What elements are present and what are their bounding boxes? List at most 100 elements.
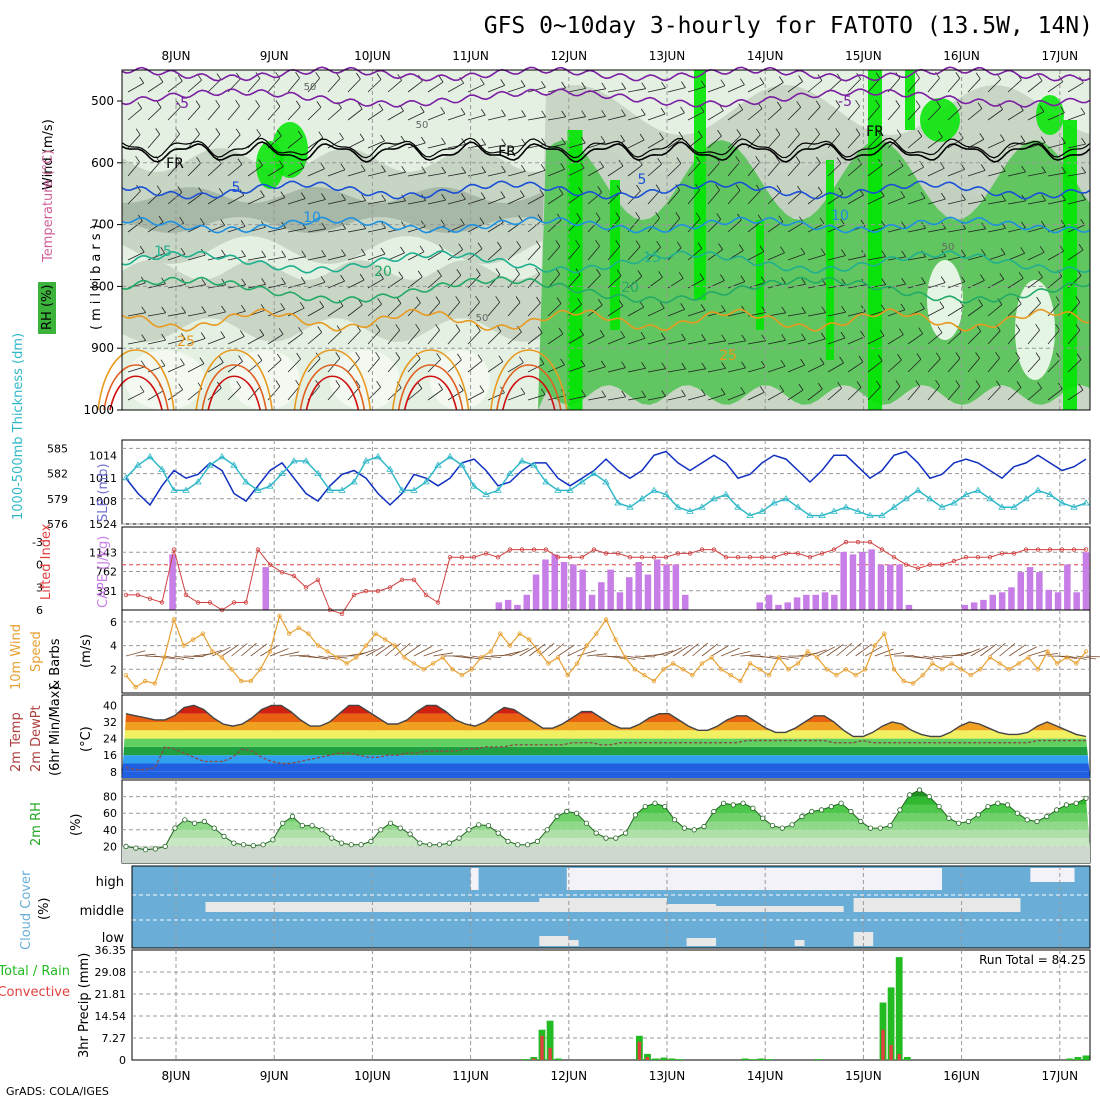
rh2m-marker xyxy=(779,825,785,831)
wind-barb-flag xyxy=(696,156,701,164)
wind-barb-flag xyxy=(139,245,145,253)
wind-marker xyxy=(776,655,781,660)
cape-bar xyxy=(542,559,549,610)
wind-barb-flag xyxy=(456,269,462,276)
wind-marker xyxy=(229,667,234,672)
surface-barb xyxy=(807,649,827,657)
wind-barb xyxy=(807,162,821,177)
wind-barb xyxy=(707,340,726,345)
wind-barb-flag xyxy=(1061,166,1067,174)
wind-barb xyxy=(987,304,1003,317)
wind-barb xyxy=(647,338,666,345)
surface-isotherm-loop xyxy=(201,364,267,411)
thickness-marker xyxy=(1058,499,1066,506)
wind-barb xyxy=(387,79,402,93)
cape-bar xyxy=(980,599,987,610)
wind-barb xyxy=(807,312,826,317)
wind-marker xyxy=(142,678,148,684)
wind-barb-flag xyxy=(1016,297,1022,305)
wind-barb-flag xyxy=(661,390,667,397)
wind-barb-flag xyxy=(597,186,603,193)
rh-label: RH (%) xyxy=(40,285,55,330)
wind-barb xyxy=(407,172,426,177)
cape-bar xyxy=(887,564,894,610)
rh-convective-column xyxy=(756,220,764,330)
wind-barb xyxy=(347,330,361,345)
wind-barb-flag xyxy=(517,325,522,333)
wind-barb xyxy=(327,78,341,93)
wind-barb-flag xyxy=(435,324,440,331)
wind-barb-flag xyxy=(277,129,282,137)
wind-barb xyxy=(767,82,784,93)
wind-barb xyxy=(367,330,381,345)
precip-bar xyxy=(644,1053,651,1060)
surface-barb xyxy=(490,654,511,657)
wind-barb xyxy=(1047,276,1063,289)
wind-barb xyxy=(1007,171,1026,177)
wind-barb-flag xyxy=(435,296,441,303)
date-label-top: 13JUN xyxy=(649,49,686,63)
wind-barb xyxy=(1027,251,1045,261)
cape-label: CAPE (J/kg) xyxy=(96,536,111,608)
wind-barb xyxy=(927,332,943,345)
wind-barb xyxy=(707,368,726,373)
upper-air-frame xyxy=(121,69,1091,411)
rh-dry-pocket xyxy=(330,350,400,410)
wind-barb-flag xyxy=(955,352,961,359)
wind-barb-flag xyxy=(720,388,726,395)
wind-barb xyxy=(367,357,380,373)
wind-barb-flag xyxy=(555,268,561,275)
wind-barb-flag xyxy=(199,357,205,364)
wind-barb xyxy=(247,106,260,121)
wind-barb xyxy=(827,106,841,121)
cloud-unit: (%) xyxy=(37,898,52,921)
thickness-marker xyxy=(842,503,850,510)
wind-marker xyxy=(699,661,705,666)
wind-barb xyxy=(127,391,145,401)
wind-barb xyxy=(367,79,382,93)
wind-barb xyxy=(987,170,1006,177)
wind-marker xyxy=(565,673,570,678)
wind-barb xyxy=(807,80,823,93)
surface-barb xyxy=(682,643,699,657)
wind-barb xyxy=(827,134,841,149)
wind-barb-flag xyxy=(500,79,506,86)
wind-barb xyxy=(267,333,284,345)
thickness-marker xyxy=(758,507,766,514)
wind-barb xyxy=(587,192,602,205)
wind-barb-flag xyxy=(817,382,823,390)
wind-barb xyxy=(747,282,766,289)
wind-barb xyxy=(1027,142,1046,149)
contour-label: 50 xyxy=(304,82,317,93)
wind-barb-flag xyxy=(481,138,487,145)
surface-barb xyxy=(481,655,502,658)
precip-bar xyxy=(757,1058,765,1060)
wind-barb-flag xyxy=(815,100,821,108)
wind-barb-flag xyxy=(621,390,627,398)
wind-marker xyxy=(863,667,868,672)
contour-label: 5 xyxy=(638,172,647,188)
wind-marker xyxy=(747,661,753,666)
li-tick: 6 xyxy=(36,604,43,617)
wind-barb xyxy=(227,361,243,373)
thickness-marker xyxy=(326,486,334,493)
wind-barb-flag xyxy=(275,100,281,107)
li-marker xyxy=(303,585,309,590)
wind-barb xyxy=(127,366,146,373)
wind-barb xyxy=(507,247,521,261)
surface-barb xyxy=(672,644,691,657)
wind-barb-flag xyxy=(578,187,583,194)
wind-barb xyxy=(867,105,880,121)
wind-barb xyxy=(447,199,466,205)
wind-barb-flag xyxy=(479,78,485,85)
surface-barb xyxy=(250,643,268,657)
wind-barb xyxy=(1067,172,1086,177)
wind-barb xyxy=(1067,359,1082,373)
rh2m-marker xyxy=(720,800,727,806)
wind-barb xyxy=(547,193,564,205)
surface-barb xyxy=(711,645,729,657)
wind-barb xyxy=(527,116,546,121)
wind-marker xyxy=(287,631,292,636)
wind-barb-flag xyxy=(255,100,260,107)
pressure-unit-label: (millibars) xyxy=(89,220,104,330)
